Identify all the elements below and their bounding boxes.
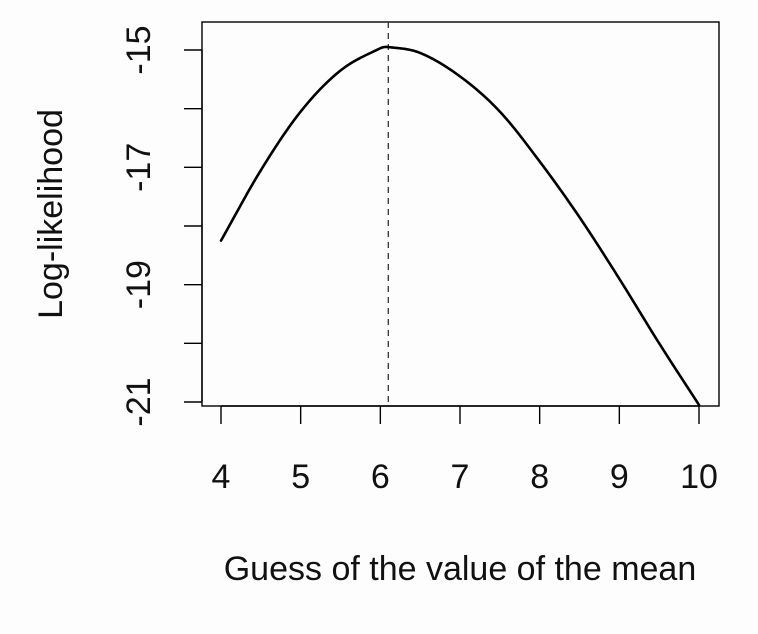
x-tick-label: 8 [530,458,549,496]
x-tick-label: 6 [371,458,390,496]
y-tick-label: -21 [120,377,158,426]
x-tick-label: 9 [610,458,629,496]
y-axis-ticks: -21 -19 -17 -15 [120,25,202,427]
x-tick-label: 7 [451,458,470,496]
y-tick-label: -17 [120,143,158,192]
x-axis-ticks: 4 5 6 7 8 9 10 [212,406,718,496]
y-tick-label: -19 [120,260,158,309]
x-tick-label: 10 [680,458,718,496]
y-axis-label: Log-likelihood [32,109,70,319]
plot-area-frame [201,21,720,407]
x-tick-label: 4 [212,458,231,496]
x-axis-label: Guess of the value of the mean [224,550,697,588]
y-tick-label: -15 [120,25,158,74]
log-likelihood-curve [219,45,701,407]
x-tick-label: 5 [291,458,310,496]
series-group [219,45,701,407]
